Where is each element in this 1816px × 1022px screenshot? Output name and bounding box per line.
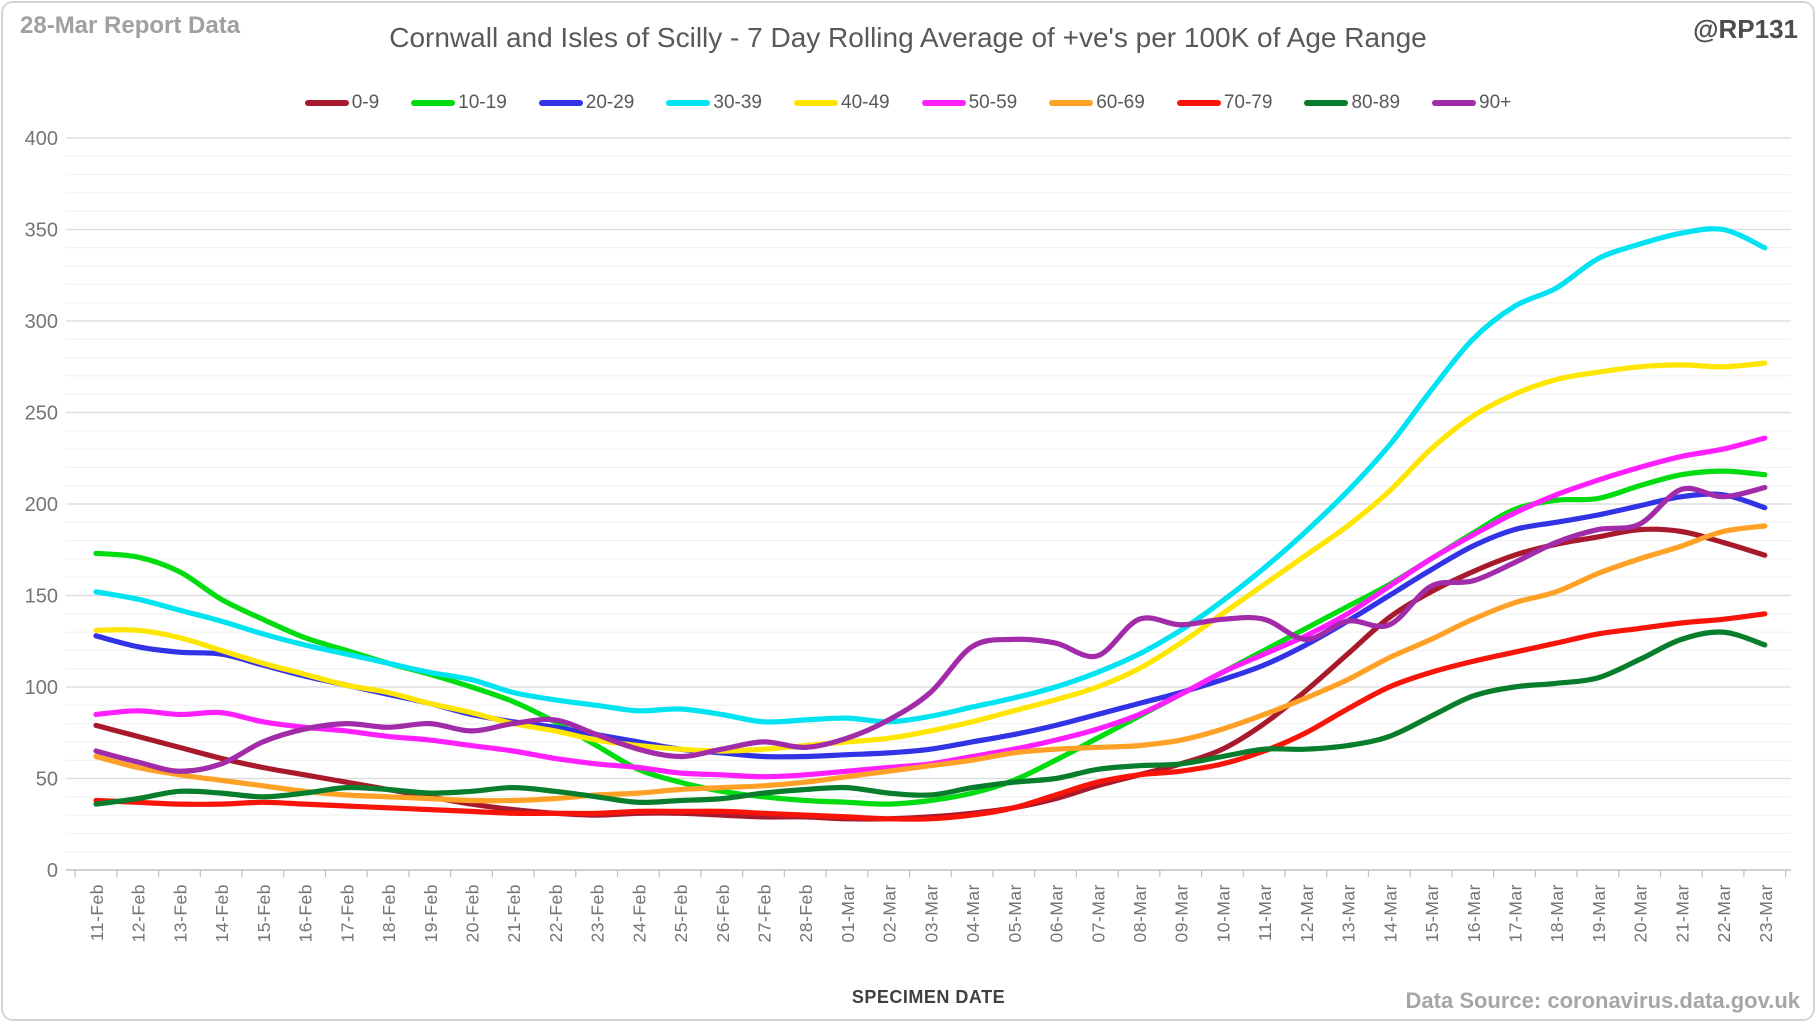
data-source-note: Data Source: coronavirus.data.gov.uk [1405, 988, 1800, 1013]
legend-swatch-icon [1432, 100, 1477, 106]
x-axis-label: 13-Mar [1339, 884, 1359, 942]
x-axis-label: 16-Feb [296, 884, 316, 942]
x-axis-label: 08-Mar [1130, 884, 1150, 942]
x-axis-label: 01-Mar [838, 884, 858, 942]
legend-item-0-9[interactable]: 0-9 [304, 92, 380, 114]
x-axis-label: 21-Feb [504, 884, 524, 942]
x-axis-label: 05-Mar [1005, 884, 1025, 942]
x-axis-label: 09-Mar [1172, 884, 1192, 942]
y-axis-label: 400 [25, 128, 58, 150]
x-axis-label: 16-Mar [1464, 884, 1484, 942]
y-axis-label: 350 [25, 220, 58, 242]
x-axis-label: 26-Feb [713, 884, 733, 942]
series-line-60-69 [93, 523, 1768, 804]
legend-label: 70-79 [1223, 92, 1273, 113]
x-axis-label: 07-Mar [1088, 884, 1108, 942]
author-handle: @RP131 [1693, 14, 1798, 44]
series-line-30-39 [93, 226, 1768, 725]
legend-swatch-icon [794, 100, 838, 106]
y-axis-label: 250 [25, 403, 58, 425]
legend-label: 30-39 [713, 92, 762, 113]
legend-swatch-icon [666, 100, 711, 106]
legend-swatch-icon [411, 100, 456, 106]
legend-swatch-icon [1049, 100, 1094, 106]
legend-swatch-icon [1176, 100, 1221, 106]
x-axis-label: 06-Mar [1047, 884, 1067, 942]
y-axis-label: 100 [25, 677, 58, 699]
chart-title: Cornwall and Isles of Scilly - 7 Day Rol… [389, 22, 1427, 53]
series-line-0-9 [93, 526, 1768, 822]
x-axis-label: 03-Mar [921, 884, 941, 942]
legend-swatch-icon [1304, 100, 1349, 106]
x-axis-label: 28-Feb [796, 884, 816, 942]
x-axis-label: 23-Feb [588, 884, 608, 942]
x-axis-label: 20-Mar [1631, 884, 1651, 942]
x-axis-label: 15-Feb [254, 884, 274, 942]
legend-item-80-89[interactable]: 80-89 [1304, 92, 1400, 114]
legend-item-20-29[interactable]: 20-29 [538, 92, 635, 114]
legend-label: 40-49 [841, 92, 890, 113]
x-axis-label: 27-Feb [755, 884, 775, 942]
x-axis-title: SPECIMEN DATE [851, 987, 1006, 1007]
legend-label: 50-59 [968, 92, 1018, 113]
y-axis-label: 200 [25, 494, 58, 516]
y-axis-label: 300 [25, 311, 58, 333]
legend-label: 20-29 [585, 92, 635, 113]
x-axis-label: 19-Feb [421, 884, 441, 942]
legend-item-70-79[interactable]: 70-79 [1176, 92, 1273, 114]
x-axis-label: 17-Mar [1505, 884, 1525, 942]
x-axis-label: 12-Feb [129, 884, 149, 942]
legend-item-90+[interactable]: 90+ [1432, 92, 1511, 114]
x-axis-label: 11-Mar [1255, 884, 1275, 941]
legend-item-30-39[interactable]: 30-39 [666, 92, 762, 114]
x-axis-label: 13-Feb [170, 884, 190, 942]
legend-label: 10-19 [458, 92, 507, 113]
legend-item-40-49[interactable]: 40-49 [794, 92, 890, 114]
series-line-80-89 [93, 629, 1768, 807]
x-axis-label: 25-Feb [671, 884, 691, 942]
legend-item-10-19[interactable]: 10-19 [411, 92, 507, 114]
x-axis-label: 18-Feb [379, 884, 399, 942]
x-axis-label: 15-Mar [1422, 884, 1442, 942]
x-axis-label: 19-Mar [1589, 884, 1609, 942]
legend-swatch-icon [538, 100, 583, 106]
x-axis-label: 22-Feb [546, 884, 566, 942]
legend-label: 90+ [1479, 92, 1512, 113]
x-axis-label: 24-Feb [629, 884, 649, 942]
legend-label: 80-89 [1351, 92, 1401, 113]
x-axis-label: 23-Mar [1756, 884, 1776, 942]
legend-item-60-69[interactable]: 60-69 [1049, 92, 1145, 114]
x-axis-label: 12-Mar [1297, 884, 1317, 942]
y-axis-label: 150 [25, 586, 58, 608]
legend-swatch-icon [304, 100, 349, 106]
x-axis-label: 11-Feb [87, 884, 107, 941]
legend-label: 0-9 [351, 92, 380, 113]
y-axis-label: 50 [36, 769, 58, 791]
x-axis-label: 02-Mar [880, 884, 900, 942]
x-axis-label: 21-Mar [1672, 884, 1692, 942]
y-axis-label: 0 [47, 860, 58, 882]
report-note: 28-Mar Report Data [20, 12, 241, 39]
series-line-10-19 [93, 468, 1768, 807]
legend-swatch-icon [921, 100, 966, 106]
series-line-70-79 [93, 611, 1768, 822]
x-axis-label: 10-Mar [1213, 884, 1233, 942]
x-axis-label: 18-Mar [1547, 884, 1567, 942]
legend: 0-9 10-19 20-29 30-39 40-49 50-59 60-69 70-79 80… [0, 92, 1816, 114]
x-axis-label: 04-Mar [963, 884, 983, 942]
legend-label: 60-69 [1096, 92, 1145, 113]
x-axis-label: 14-Feb [212, 884, 232, 942]
legend-item-50-59[interactable]: 50-59 [921, 92, 1018, 114]
series-line-90+ [93, 484, 1768, 774]
x-axis-label: 14-Mar [1380, 884, 1400, 942]
series-line-40-49 [93, 360, 1768, 754]
x-axis-label: 20-Feb [462, 884, 482, 942]
x-axis-label: 17-Feb [337, 884, 357, 942]
x-axis-label: 22-Mar [1714, 884, 1734, 942]
